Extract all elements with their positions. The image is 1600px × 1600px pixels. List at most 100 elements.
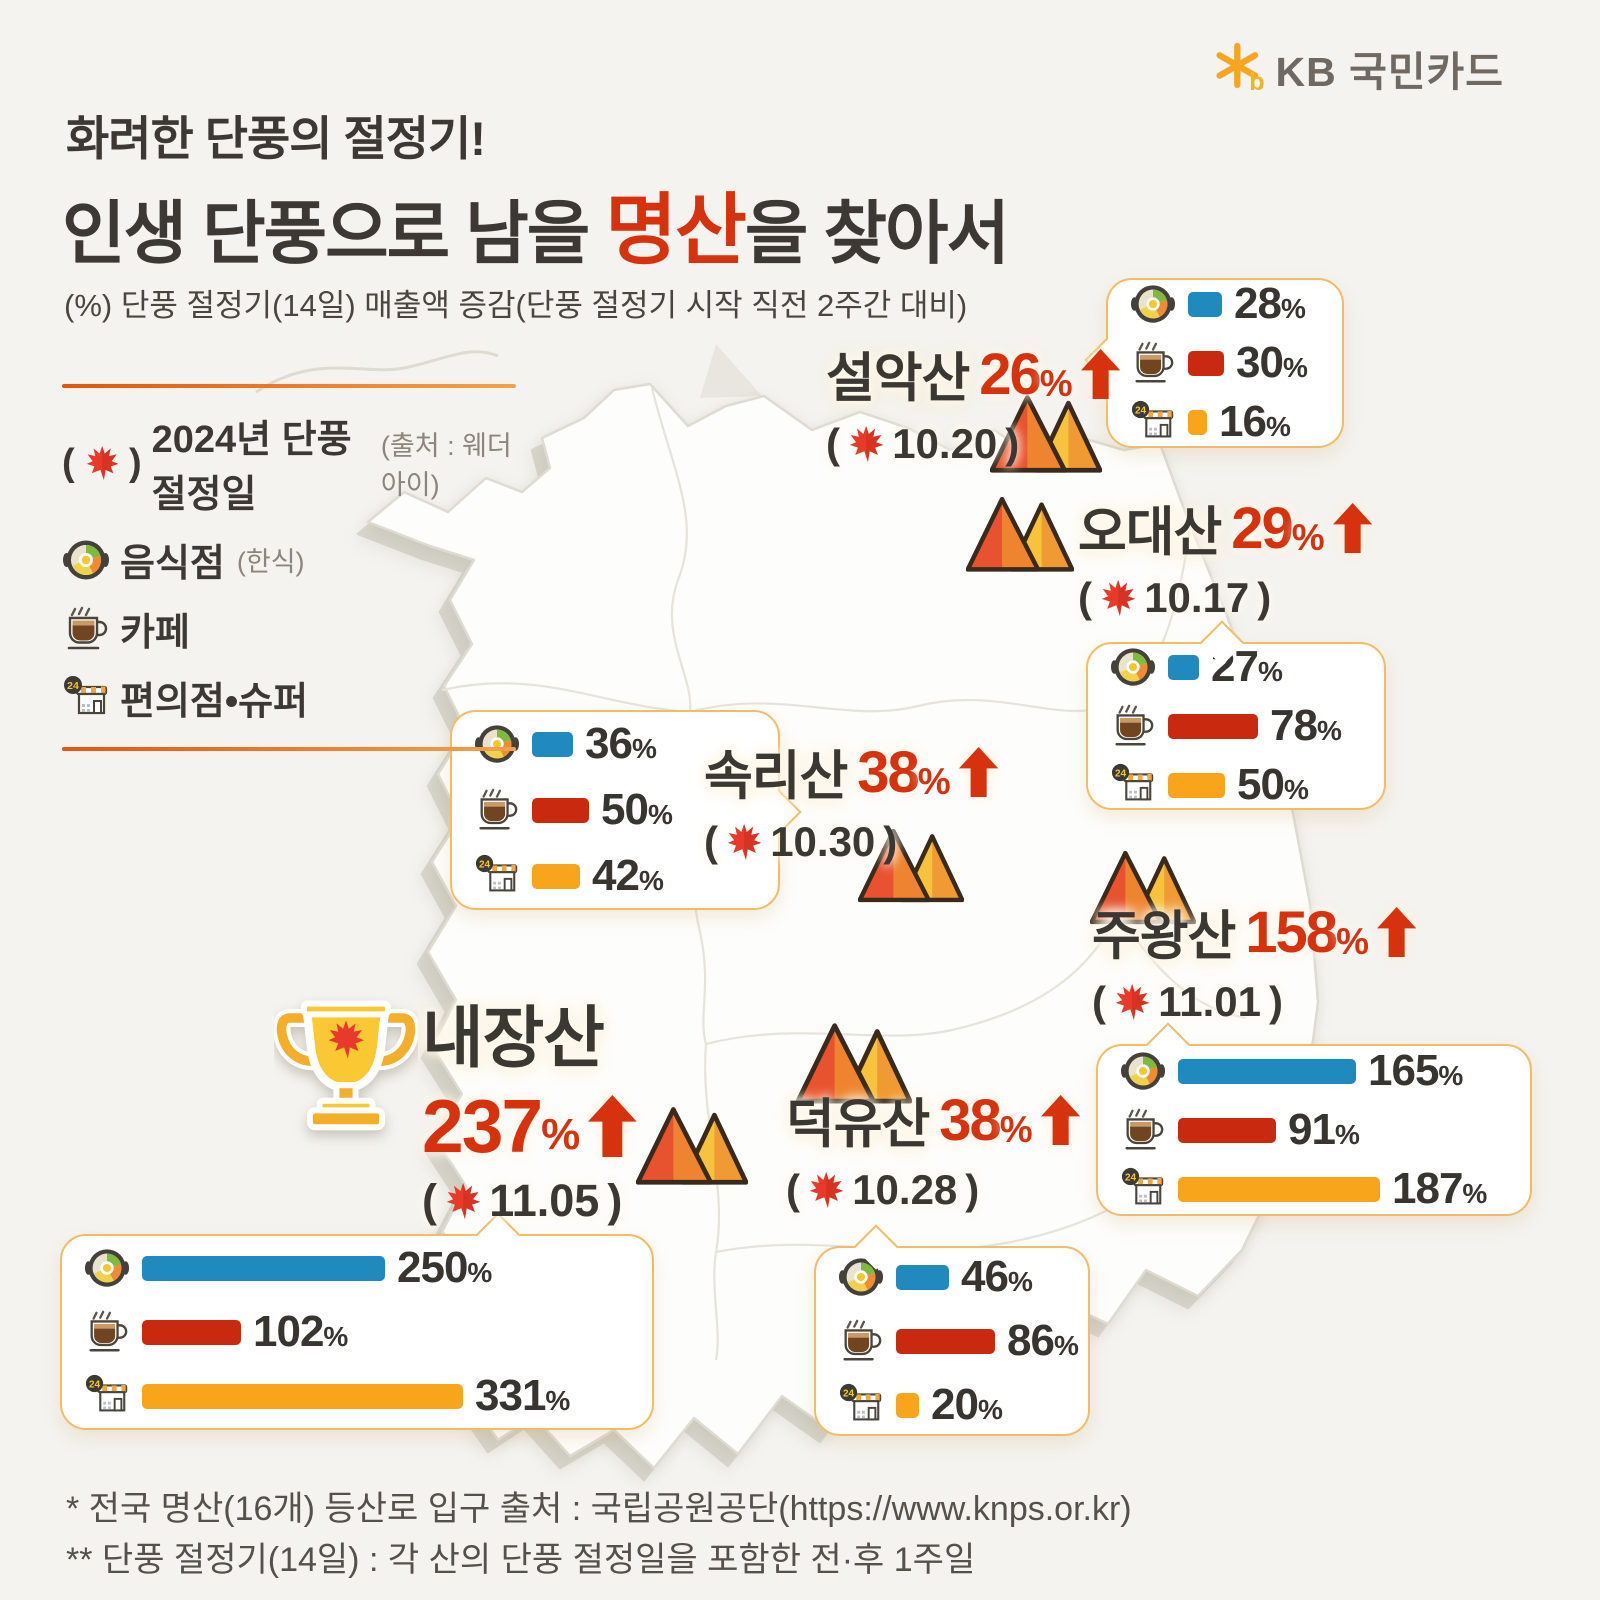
bar-value: 46% bbox=[961, 1252, 1033, 1301]
legend-item-store: 24 편의점•슈퍼 bbox=[62, 670, 516, 725]
svg-text:24: 24 bbox=[1135, 405, 1147, 416]
callout-row-food: 250% bbox=[84, 1243, 634, 1293]
store-icon: 24 bbox=[1120, 1166, 1166, 1212]
mountain-label-sokri: 속리산 38% (10.30) bbox=[704, 734, 998, 866]
callout-row-food: 28% bbox=[1130, 279, 1324, 329]
page-title: 인생 단풍으로 남을 명산을 찾아서 bbox=[62, 168, 1010, 280]
store-icon: 24 bbox=[838, 1382, 884, 1428]
bar-food bbox=[532, 731, 573, 757]
up-arrow-icon bbox=[1332, 503, 1372, 553]
food-icon bbox=[84, 1245, 130, 1291]
cafe-icon bbox=[474, 787, 520, 833]
cafe-icon bbox=[838, 1318, 884, 1364]
up-arrow-icon bbox=[1080, 349, 1120, 399]
bar-value: 91% bbox=[1288, 1105, 1360, 1154]
store-icon: 24 bbox=[1110, 762, 1156, 808]
callout-seorak: 28% 30% 24 16% bbox=[1084, 278, 1344, 448]
bar-value: 165% bbox=[1368, 1046, 1463, 1095]
legend-divider-bottom bbox=[62, 747, 516, 751]
map-fragment bbox=[700, 344, 762, 398]
legend-item-cafe: 카페 bbox=[62, 601, 516, 656]
bar-cafe bbox=[1188, 350, 1224, 376]
bar-food bbox=[142, 1255, 385, 1281]
bar-value: 28% bbox=[1234, 279, 1306, 328]
svg-text:24: 24 bbox=[1125, 1172, 1137, 1183]
bar-store bbox=[1188, 409, 1207, 435]
bar-value: 50% bbox=[601, 785, 673, 834]
title-pre: 인생 단풍으로 남을 bbox=[62, 195, 606, 272]
svg-text:24: 24 bbox=[479, 859, 491, 870]
mountain-label-seorak: 설악산 26% (10.20) bbox=[826, 336, 1120, 468]
legend-item-food: 음식점 (한식) bbox=[62, 532, 516, 587]
svg-text:24: 24 bbox=[843, 1388, 855, 1399]
bar-cafe bbox=[1178, 1117, 1276, 1143]
mountain-peaks-icon-odae bbox=[966, 492, 1074, 575]
store-icon: 24 bbox=[474, 853, 520, 899]
maple-leaf-icon bbox=[808, 1171, 844, 1209]
bar-value: 331% bbox=[475, 1371, 570, 1420]
footnote-1: * 전국 명산(16개) 등산로 입구 출처 : 국립공원공단(https://… bbox=[66, 1490, 1132, 1528]
callout-odae: 27% 78% 24 50% bbox=[1086, 620, 1386, 810]
callout-rows: 46% 86% 24 20% bbox=[816, 1238, 1096, 1444]
maple-leaf-icon bbox=[1100, 579, 1136, 617]
callout-row-cafe: 86% bbox=[838, 1316, 1079, 1366]
bar-value: 187% bbox=[1392, 1164, 1487, 1213]
legend-peak-label: 2024년 단풍절정일 bbox=[151, 419, 352, 516]
callout-juwang: 165% 91% 24 187% bbox=[1096, 1022, 1532, 1216]
svg-text:24: 24 bbox=[89, 1379, 101, 1390]
callout-rows: 28% 30% 24 16% bbox=[1108, 265, 1342, 461]
svg-text:b: b bbox=[1249, 68, 1264, 95]
bar-cafe bbox=[1168, 713, 1258, 739]
callout-row-store: 24 331% bbox=[84, 1371, 634, 1421]
bar-store bbox=[1178, 1176, 1380, 1202]
callout-row-store: 24 16% bbox=[1130, 397, 1324, 447]
maple-leaf-icon bbox=[445, 1182, 481, 1220]
legend: ( ) 2024년 단풍절정일 (출처 : 웨더아이) 음식점 (한식) 카페 … bbox=[62, 384, 516, 751]
mountain-label-juwang: 주왕산 158% (11.01) bbox=[1092, 894, 1417, 1026]
cafe-icon bbox=[1120, 1107, 1166, 1153]
kb-logo-mark-icon: b bbox=[1212, 41, 1266, 95]
up-arrow-icon bbox=[588, 1095, 637, 1157]
bar-store bbox=[896, 1392, 919, 1418]
callout-row-store: 24 20% bbox=[838, 1380, 1078, 1430]
up-arrow-icon bbox=[1376, 907, 1417, 957]
callout-row-cafe: 102% bbox=[84, 1307, 634, 1357]
eyebrow-title: 화려한 단풍의 절정기! bbox=[66, 112, 486, 165]
maple-leaf-icon bbox=[1114, 983, 1150, 1021]
cafe-icon bbox=[84, 1309, 130, 1355]
trophy-icon bbox=[274, 994, 418, 1150]
food-icon bbox=[1130, 281, 1176, 327]
footnote-2: ** 단풍 절정기(14일) : 각 산의 단풍 절정일을 포함한 전·후 1주… bbox=[66, 1541, 976, 1579]
bar-food bbox=[1178, 1058, 1356, 1084]
maple-leaf-icon bbox=[848, 425, 884, 463]
kb-logo: b KB 국민카드 bbox=[1212, 38, 1505, 98]
bar-food bbox=[1188, 291, 1222, 317]
mountain-label-naejang: 내장산 237% (11.05) bbox=[422, 984, 637, 1227]
bar-value: 20% bbox=[931, 1380, 1003, 1429]
callout-deogyu: 46% 86% 24 20% bbox=[814, 1224, 1090, 1436]
callout-row-store: 24 187% bbox=[1120, 1164, 1512, 1214]
bar-cafe bbox=[142, 1319, 241, 1345]
bar-value: 102% bbox=[253, 1307, 348, 1356]
bar-cafe bbox=[896, 1328, 995, 1354]
food-icon bbox=[62, 536, 110, 584]
bar-value: 86% bbox=[1007, 1316, 1079, 1365]
subtitle: (%) 단풍 절정기(14일) 매출액 증감(단풍 절정기 시작 직전 2주간 … bbox=[64, 288, 968, 323]
mountain-peaks-icon-naejang bbox=[636, 1102, 748, 1188]
callout-row-cafe: 91% bbox=[1120, 1105, 1512, 1155]
cafe-icon bbox=[1130, 340, 1176, 386]
bar-value: 78% bbox=[1270, 701, 1342, 750]
title-highlight: 명산 bbox=[605, 186, 747, 274]
footnotes: * 전국 명산(16개) 등산로 입구 출처 : 국립공원공단(https://… bbox=[66, 1484, 1132, 1586]
svg-text:24: 24 bbox=[1115, 768, 1127, 779]
bar-value: 50% bbox=[1237, 760, 1309, 809]
store-icon: 24 bbox=[62, 674, 110, 722]
mountain-label-deogyu: 덕유산 38% (10.28) bbox=[786, 1082, 1080, 1214]
callout-row-cafe: 78% bbox=[1110, 701, 1366, 751]
callout-naejang: 250% 102% 24 331% bbox=[60, 1212, 654, 1430]
bar-value: 36% bbox=[585, 719, 657, 768]
food-icon bbox=[1110, 644, 1156, 690]
legend-divider-top bbox=[62, 384, 516, 388]
store-icon: 24 bbox=[1130, 399, 1176, 445]
